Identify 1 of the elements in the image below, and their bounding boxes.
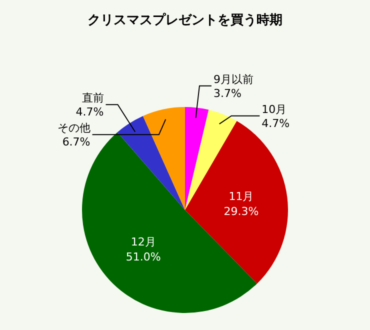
title: クリスマスプレゼントを買う時期 [88, 13, 282, 28]
